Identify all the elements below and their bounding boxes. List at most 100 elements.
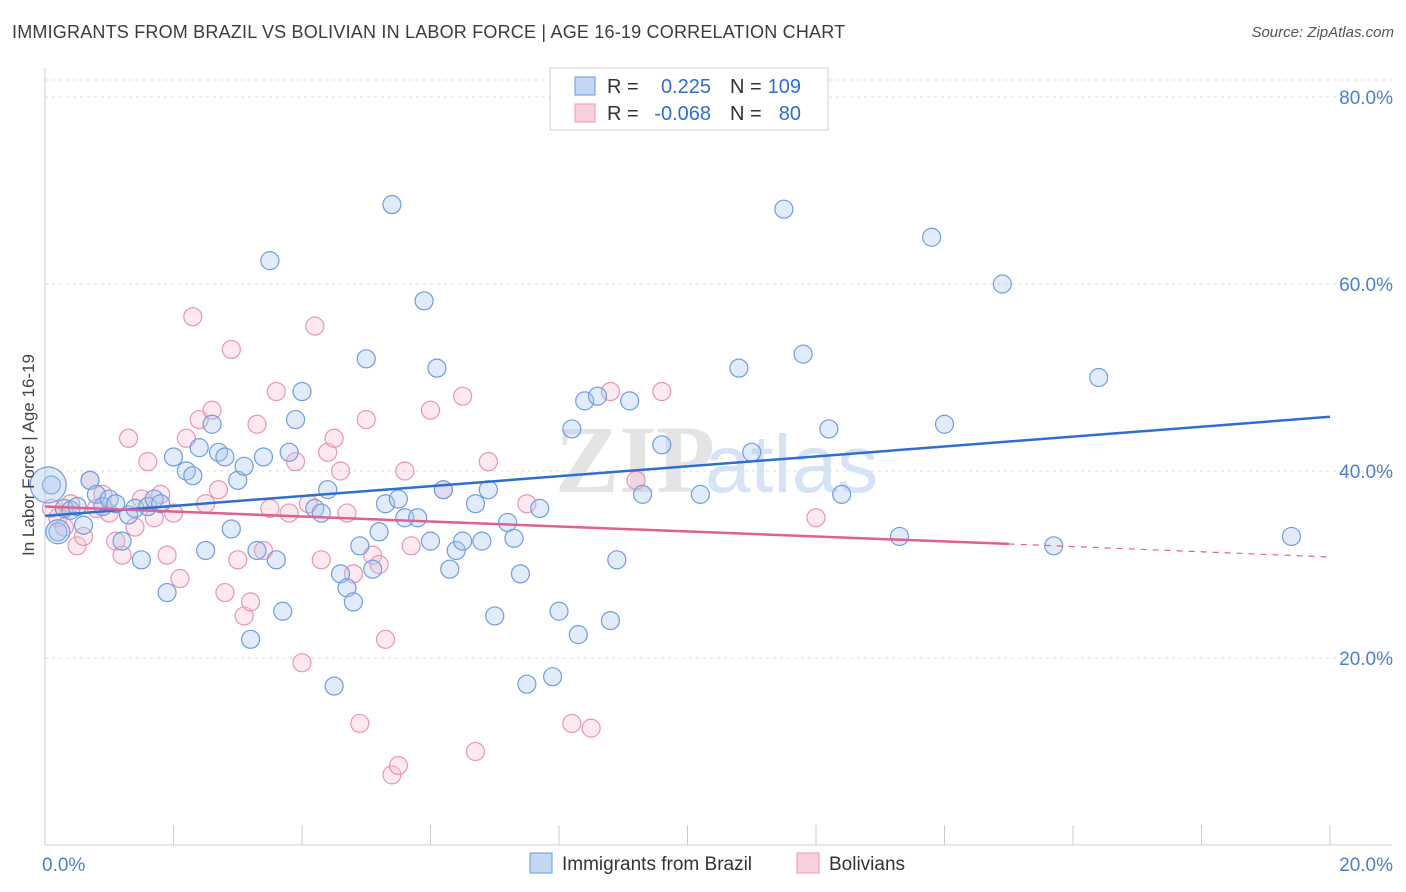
brazil-point-23 [196,540,216,561]
bolivians-point-58 [453,386,473,406]
x-tick-labels: 0.0% 20.0% [42,855,1393,876]
x-tick-label-0: 0.0% [42,855,85,876]
brazil-point-90 [922,227,942,247]
y-tick-labels: 20.0% 40.0% 60.0% 80.0% [1339,88,1393,670]
bolivians-point-21 [176,428,196,448]
brazil-point-52 [388,489,408,509]
legend-bottom-brazil-swatch [529,852,553,874]
brazil-point-50 [375,494,396,514]
brazil-point-92 [992,274,1012,294]
bolivians-point-20 [170,568,190,589]
series-brazil-points [29,194,1302,696]
bolivians-point-60 [478,452,498,472]
bolivians-point-40 [305,316,325,336]
brazil-point-34 [266,550,286,570]
brazil-point-44 [337,578,357,598]
bolivians-point-53 [388,755,408,776]
bolivians-point-32 [247,414,267,434]
legend-bolivians-swatch [574,103,596,123]
brazil-point-6 [80,470,100,490]
y-tick-label-2: 60.0% [1339,275,1393,296]
brazil-point-45 [343,592,363,612]
bolivians-trend-line [44,505,1009,546]
brazil-point-88 [832,484,852,504]
chart-title: IMMIGRANTS FROM BRAZIL VS BOLIVIAN IN LA… [12,22,846,42]
brazil-point-18 [157,582,177,603]
bolivians-point-26 [208,480,229,500]
bolivians-point-42 [318,442,338,462]
brazil-point-1 [48,522,68,542]
bolivians-point-12 [118,428,139,448]
brazil-point-58 [433,480,453,500]
series-legend: Immigrants from Brazil Bolivians [529,852,905,875]
brazil-point-65 [485,606,505,626]
brazil-point-31 [247,540,267,561]
bolivians-point-15 [138,452,158,472]
brazil-point-37 [285,409,306,430]
bolivians-point-59 [465,741,486,762]
legend-brazil-n-label: N = [730,76,762,98]
brazil-point-67 [504,528,524,548]
axes [44,68,1392,846]
x-tick-label-1: 20.0% [1339,855,1393,876]
bolivians-point-51 [375,629,396,649]
y-axis-label: In Labor Force | Age 16-19 [19,354,38,556]
brazil-point-40 [311,503,331,523]
bolivians-point-52 [382,765,402,785]
brazil-point-73 [562,419,582,439]
bolivians-point-13 [125,517,145,537]
bolivians-point-18 [157,545,177,565]
y-tick-label-3: 80.0% [1339,88,1393,109]
legend-brazil-r-value: 0.225 [661,76,711,98]
watermark-zip: ZIP [555,406,715,513]
y-tick-label-0: 20.0% [1339,649,1393,670]
brazil-point-74 [568,625,588,645]
brazil-point-51 [382,194,402,215]
bolivians-point-44 [330,461,351,481]
brazil-point-84 [742,442,762,462]
bolivians-point-10 [106,531,126,551]
brazil-point-76 [587,386,608,406]
source-credit: Source: ZipAtlas.com [1251,24,1394,41]
brazil-point-19 [163,447,184,467]
brazil-point-22 [189,438,209,458]
brazil-point-60 [446,540,466,561]
brazil-point-82 [690,484,710,504]
bolivians-point-5 [73,526,94,547]
bolivians-point-36 [279,503,299,523]
legend-brazil-swatch [574,76,596,96]
brazil-point-77 [600,610,621,631]
bolivians-point-49 [363,545,383,565]
legend-brazil-r-label: R = [607,76,639,98]
brazil-point-72 [549,601,569,621]
brazil-point-26 [215,447,235,467]
brazil-point-5 [73,515,94,535]
bolivians-point-55 [401,536,421,556]
stats-legend: R = 0.225 N = 109 R = -0.068 N = 80 [549,67,829,131]
grid-lines [45,79,1392,659]
brazil-point-54 [408,508,428,528]
brazil-point-0 [41,475,62,495]
brazil-point-43 [330,564,351,584]
brazil-point-71 [542,667,563,687]
brazil-point-29 [234,456,254,476]
brazil-trend-line [44,415,1331,518]
bolivians-point-56 [420,400,441,420]
brazil-point-32 [253,447,274,467]
bolivians-point-25 [202,400,222,420]
bolivians-point-27 [215,582,235,603]
brazil-point-57 [427,358,447,378]
brazil-point-86 [793,344,813,364]
bolivians-point-62 [562,713,582,734]
brazil-point-69 [517,674,537,694]
bolivians-point-28 [221,339,241,360]
brazil-point-63 [472,531,492,551]
bolivians-point-38 [292,653,312,673]
bolivians-point-4 [67,536,87,556]
bolivians-point-43 [324,428,344,448]
bolivians-point-30 [234,606,254,626]
legend-bottom-bolivians-label: Bolivians [829,854,905,875]
brazil-point-11 [112,531,132,551]
brazil-point-24 [202,414,222,434]
